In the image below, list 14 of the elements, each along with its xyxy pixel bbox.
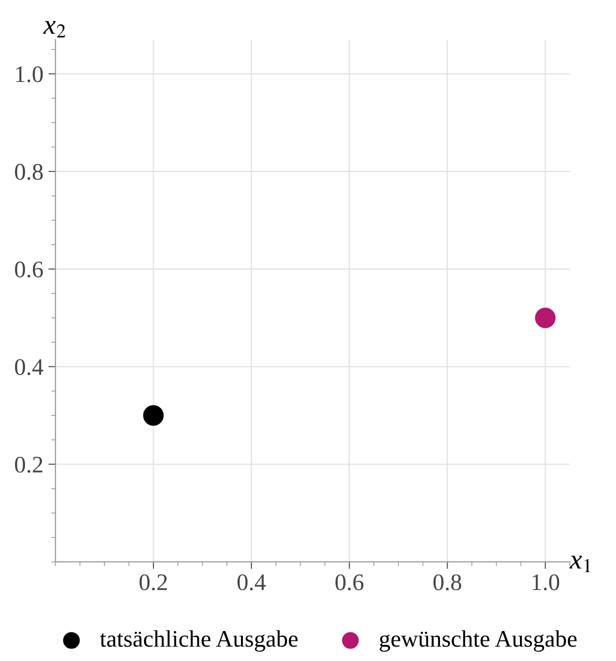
x-tick-label: 0.2 [140,574,167,590]
y-tick-label: 0.2 [15,456,42,473]
y-axis-title: x$_{2}$ [43,20,66,38]
y-tick-label: 0.6 [15,262,43,278]
y-tick-label: 1.0 [16,66,43,82]
x-tick-label: 0.8 [433,574,462,590]
y-tick-label: 0.4 [15,359,44,376]
legend-label: tatsächliche Ausgabe [100,630,298,652]
x-tick-label: 1.0 [532,574,560,590]
x-tick-label: 0.6 [336,574,364,590]
x-axis-title: x$_{1}$ [569,556,590,572]
x-tick-label: 0.4 [238,574,266,590]
legend-label: gewünschte Ausgabe [380,630,577,652]
y-tick-label: 0.8 [15,164,43,180]
